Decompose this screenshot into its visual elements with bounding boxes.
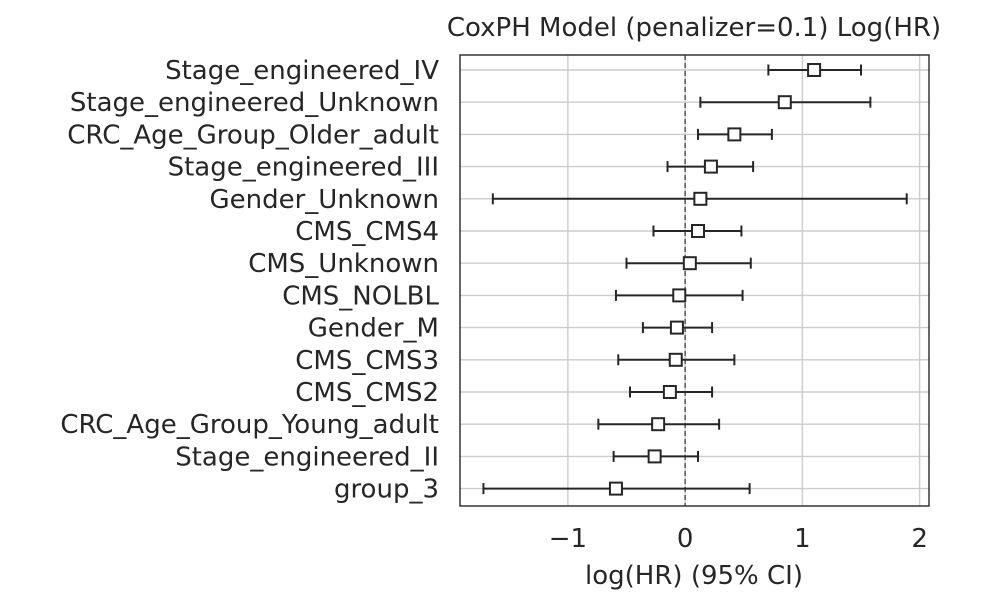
y-tick-label: Stage_engineered_Unknown xyxy=(70,88,439,118)
y-tick-label: CMS_Unknown xyxy=(248,249,439,279)
x-tick-label: −1 xyxy=(549,524,587,554)
plot-frame xyxy=(459,54,930,507)
estimates xyxy=(482,63,908,496)
coef-marker xyxy=(651,417,666,432)
coef-marker xyxy=(703,159,718,174)
chart-title: CoxPH Model (penalizer=0.1) Log(HR) xyxy=(447,13,941,43)
coef-marker xyxy=(662,385,677,399)
coef-marker xyxy=(693,191,708,206)
y-tick-label: Gender_Unknown xyxy=(209,185,439,215)
coef-marker xyxy=(807,63,822,77)
x-tick-label: 2 xyxy=(911,524,928,554)
y-tick-label: Stage_engineered_III xyxy=(168,153,439,183)
y-tick-label: CMS_CMS4 xyxy=(295,217,439,247)
coef-marker xyxy=(668,352,683,367)
y-tick-label: CMS_CMS3 xyxy=(295,346,439,376)
y-tick-label: CMS_NOLBL xyxy=(282,281,439,311)
coef-marker xyxy=(669,320,684,335)
coef-marker xyxy=(727,127,742,142)
y-tick-label: CRC_Age_Group_Older_adult xyxy=(67,120,439,150)
coef-marker xyxy=(682,256,697,271)
y-tick-label: Stage_engineered_IV xyxy=(165,56,439,86)
x-tick-label: 0 xyxy=(677,524,694,554)
y-tick-labels: Stage_engineered_IVStage_engineered_Unkn… xyxy=(60,56,439,505)
y-tick-label: CMS_CMS2 xyxy=(295,378,439,408)
coef-marker xyxy=(777,95,792,110)
x-tick-label: 1 xyxy=(794,524,811,554)
grid xyxy=(460,55,929,506)
coef-marker xyxy=(691,224,706,238)
coef-marker xyxy=(608,481,623,496)
y-tick-label: CRC_Age_Group_Young_adult xyxy=(60,410,439,440)
x-tick-labels: −1 0 1 2 xyxy=(549,524,928,554)
y-tick-label: Stage_engineered_II xyxy=(175,442,439,472)
x-axis-label: log(HR) (95% CI) xyxy=(585,561,803,591)
coef-marker xyxy=(647,449,662,464)
y-tick-label: Gender_M xyxy=(308,314,439,344)
y-tick-label: group_3 xyxy=(334,475,439,505)
coef-marker xyxy=(672,288,687,303)
